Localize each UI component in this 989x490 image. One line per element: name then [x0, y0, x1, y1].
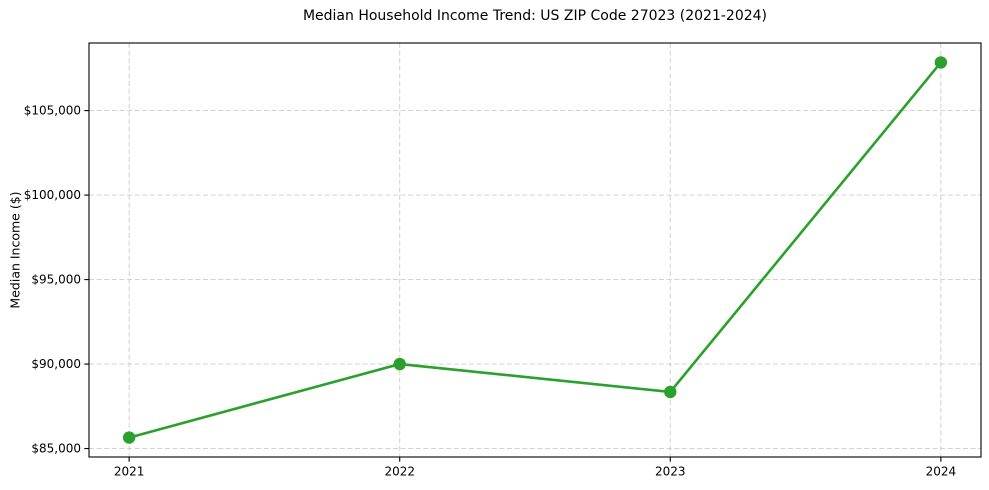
data-point-2024 [934, 56, 948, 69]
y-tick-label: $105,000 [24, 104, 81, 118]
x-tick-label: 2022 [384, 465, 415, 479]
y-axis-label: Median Income ($) [7, 191, 23, 309]
x-tick-label: 2024 [926, 465, 957, 479]
y-tick-label: $90,000 [31, 357, 81, 371]
y-tick-label: $100,000 [24, 188, 81, 202]
y-tick-label: $95,000 [31, 273, 81, 287]
data-point-2022 [393, 357, 406, 371]
x-tick-label: 2023 [655, 465, 686, 479]
grid [89, 43, 981, 457]
x-tick-label: 2021 [114, 465, 145, 479]
data-point-2021 [122, 431, 136, 444]
data-point-2023 [664, 385, 677, 399]
trend-line [127, 61, 943, 439]
chart-title: Median Household Income Trend: US ZIP Co… [302, 8, 768, 24]
y-tick-label: $85,000 [31, 442, 81, 456]
plot-border [88, 42, 982, 458]
